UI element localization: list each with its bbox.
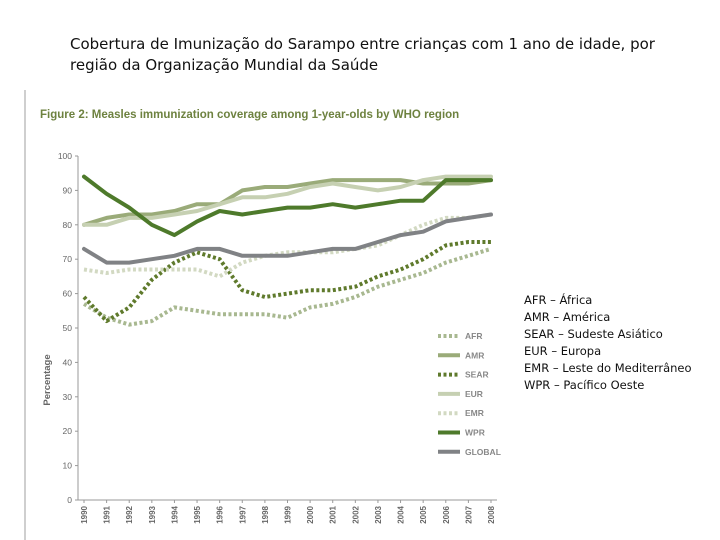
y-tick-label: 10 [63,461,73,471]
legend-label-afr: AFR [465,331,482,341]
figure-panel: Figure 2: Measles immunization coverage … [24,90,521,540]
chart-title: Figure 2: Measles immunization coverage … [40,109,459,121]
x-tick-label: 2001 [329,505,338,523]
measles-coverage-chart: Figure 2: Measles immunization coverage … [40,109,501,524]
legend-label-global: GLOBAL [465,447,501,457]
slide-title: Cobertura de Imunização do Sarampo entre… [70,34,660,76]
y-tick-label: 40 [63,357,73,367]
x-tick-label: 1993 [148,505,157,523]
series-line-wpr [82,174,493,238]
x-tick-label: 1991 [103,505,112,523]
region-key-item: AFR – África [524,293,593,307]
x-tick-label: 2005 [419,505,428,523]
x-tick-label: 1998 [261,505,270,523]
legend-label-wpr: WPR [465,428,485,438]
series-line-amr [82,178,493,227]
x-tick-label: 1990 [80,505,89,523]
region-key-item: EMR – Leste do Mediterrâneo [524,361,692,375]
x-tick-label: 2008 [487,505,496,523]
x-tick-label: 1999 [284,505,293,523]
legend-label-emr: EMR [465,408,484,418]
y-tick-label: 0 [67,495,72,505]
x-tick-label: 2002 [351,505,360,523]
region-key-item: WPR – Pacífico Oeste [524,378,645,392]
x-tick-label: 2006 [442,505,451,523]
x-tick-label: 1996 [216,505,225,523]
x-tick-label: 1997 [238,505,247,523]
y-axis-title: Percentage [42,354,53,405]
legend-label-eur: EUR [465,389,483,399]
legend-label-sear: SEAR [465,370,489,380]
x-tick-label: 2007 [464,505,473,523]
series-line-afr [82,246,492,327]
region-key-item: SEAR – Sudeste Asiático [524,327,663,341]
region-key-item: EUR – Europa [524,344,602,358]
series-line-global [82,212,493,265]
y-tick-label: 20 [63,426,73,436]
x-tick-label: 2000 [306,505,315,523]
x-tick-label: 1995 [193,505,202,523]
y-tick-label: 100 [58,151,72,161]
legend-label-amr: AMR [465,350,484,360]
slide-title-line-2: região da Organização Mundial da Saúde [70,56,379,74]
x-tick-label: 2003 [374,505,383,523]
series-line-eur [82,174,493,227]
y-tick-label: 70 [63,254,73,264]
region-key-item: AMR – América [524,310,611,324]
region-key: AFR – África AMR – América SEAR – Sudest… [524,292,714,394]
x-tick-label: 1994 [170,505,179,523]
y-tick-label: 90 [63,185,73,195]
series-line-emr [83,212,492,279]
x-tick-label: 2004 [397,505,406,523]
y-tick-label: 60 [63,289,73,299]
slide-title-line-1: Cobertura de Imunização do Sarampo entre… [70,35,655,53]
y-tick-label: 50 [63,323,73,333]
x-tick-label: 1992 [125,505,134,523]
y-tick-label: 30 [63,392,73,402]
y-tick-label: 80 [63,220,73,230]
series-line-sear [82,240,491,324]
